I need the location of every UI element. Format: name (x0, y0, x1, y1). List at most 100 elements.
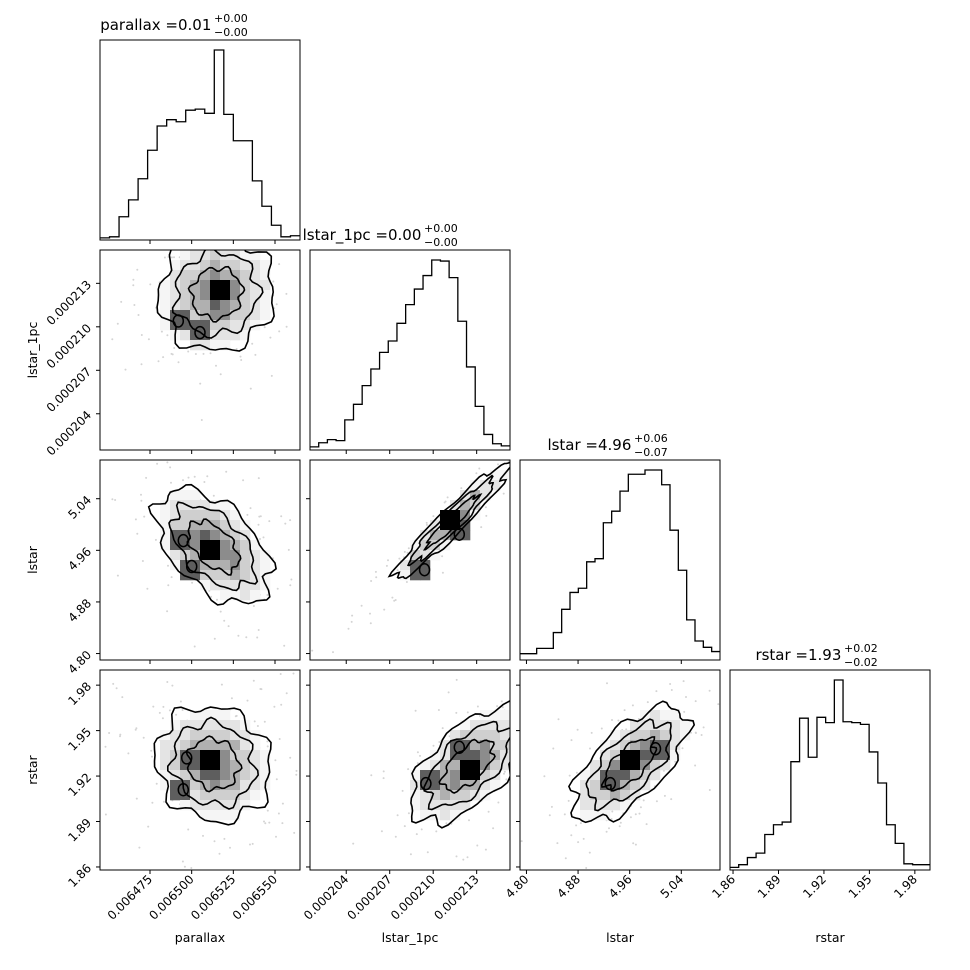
density-cell (170, 540, 181, 551)
sample-point (605, 830, 608, 833)
sample-point (543, 775, 546, 778)
density-cell (200, 580, 211, 591)
density-cell (490, 740, 501, 751)
density-cell (180, 290, 191, 301)
y-axis-label-rstar: rstar (25, 754, 40, 784)
sample-point (151, 755, 153, 758)
sample-point (415, 833, 418, 836)
sample-point (426, 851, 429, 854)
density-cell (260, 560, 271, 571)
density-cell (220, 540, 231, 551)
density-cell (260, 270, 271, 281)
density-cell (610, 790, 621, 801)
density-cell (200, 530, 211, 541)
density-cell (590, 790, 601, 801)
density-cell (480, 750, 491, 761)
y-tick-label-lstar-2: 4.96 (65, 545, 94, 574)
sample-point (606, 682, 608, 685)
sample-point (503, 770, 506, 773)
sample-point (146, 587, 149, 590)
density-cell (200, 340, 211, 351)
sample-point (564, 857, 567, 860)
contour-level-2 (600, 736, 658, 792)
sample-point (568, 774, 571, 777)
density-cell (210, 730, 221, 741)
density-cell (420, 540, 431, 551)
density-cell (190, 300, 201, 311)
sample-point (548, 814, 551, 817)
density-cell (630, 790, 641, 801)
density-cell (220, 260, 231, 271)
density-cell (480, 740, 491, 751)
sample-point (455, 678, 458, 681)
sample-point (702, 726, 705, 729)
sample-point (151, 801, 154, 804)
density-cell (190, 500, 201, 511)
density-cell (250, 760, 261, 771)
density-cell (460, 730, 471, 741)
density-cell (400, 570, 411, 581)
density-cell (490, 780, 501, 791)
contour-level-1 (406, 474, 495, 567)
sample-point (193, 475, 196, 478)
density-cell (170, 730, 181, 741)
sample-point (455, 855, 458, 858)
sample-point (266, 594, 269, 596)
sample-point (121, 696, 124, 699)
density-cell (260, 770, 271, 781)
sample-point (685, 696, 687, 698)
sample-point (293, 831, 296, 834)
density-cell (180, 330, 191, 341)
title-minus-lstar: −0.07 (634, 446, 668, 459)
density-cell (660, 750, 671, 761)
density-cell (240, 520, 251, 531)
density-cell (200, 280, 211, 291)
sample-point (175, 713, 178, 716)
sample-point (170, 576, 173, 579)
density-cell (480, 770, 491, 781)
sample-point (663, 794, 666, 797)
x-tick-label-rstar-1: 1.89 (755, 872, 784, 901)
density-cell (220, 530, 231, 541)
sample-point (162, 800, 165, 803)
sample-point (270, 374, 273, 377)
density-cell (230, 790, 241, 801)
y-tick-label-lstar_1pc-3: 0.000213 (44, 278, 94, 328)
density-cell (600, 770, 611, 781)
density-cell (650, 720, 661, 731)
density-cell (180, 250, 191, 261)
sample-point (683, 710, 686, 713)
density-cell (200, 710, 211, 721)
density-cell (230, 720, 241, 731)
density-cell (240, 730, 251, 741)
sample-point (143, 515, 146, 518)
density-cell (620, 790, 631, 801)
sample-point (142, 736, 145, 739)
y-tick-label-rstar-0: 1.86 (65, 861, 94, 890)
density-cell (410, 800, 421, 811)
density-cell (250, 260, 261, 271)
contour-island (177, 782, 190, 797)
density-cell (230, 260, 241, 271)
density-cell (240, 780, 251, 791)
density-cell (440, 810, 451, 821)
contour-island (194, 325, 206, 340)
sample-point (391, 596, 394, 599)
density-cell (210, 300, 221, 311)
sample-point (203, 481, 206, 483)
sample-point (210, 595, 213, 598)
sample-point (496, 705, 499, 708)
density-cell (500, 730, 511, 741)
density-cell (160, 780, 171, 791)
density-cell (210, 720, 221, 731)
density-cell (660, 760, 671, 771)
density-cell (190, 570, 201, 581)
sample-point (256, 636, 259, 639)
density-cell (450, 810, 461, 821)
x-tick-label-lstar-3: 5.04 (658, 872, 687, 901)
density-cell (250, 310, 261, 321)
density-cell (190, 320, 201, 331)
density-cell (480, 760, 491, 771)
density-cell (170, 270, 181, 281)
sample-point (220, 683, 223, 686)
